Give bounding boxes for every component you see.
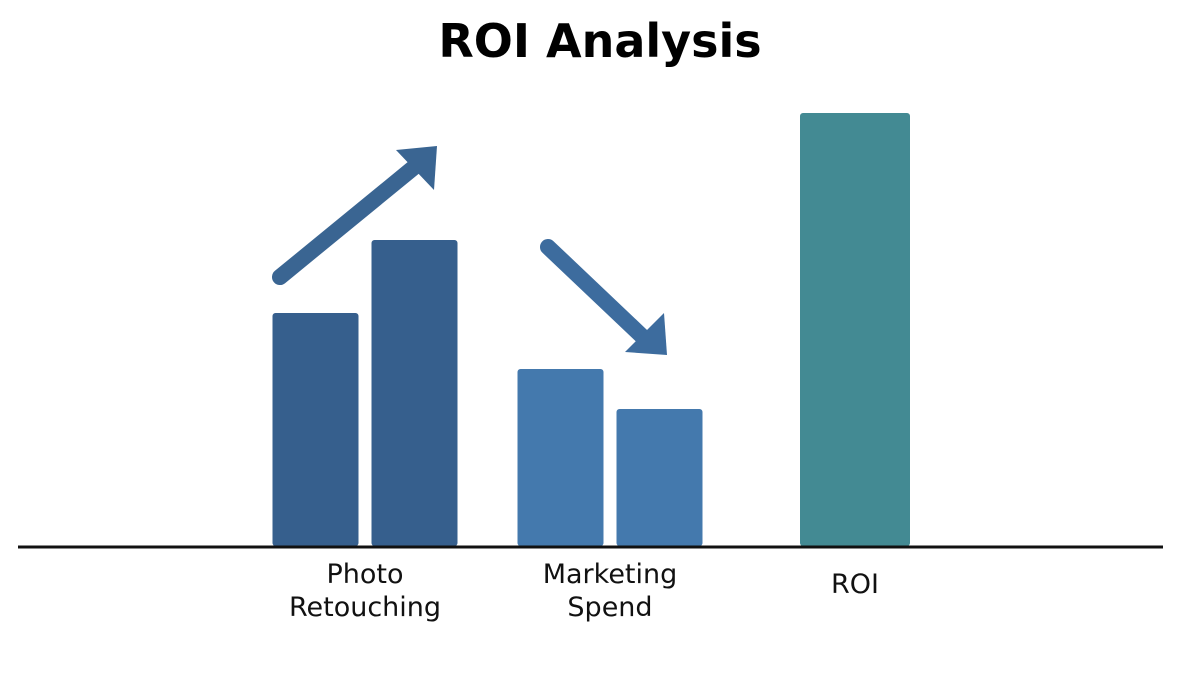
bar [800, 113, 910, 546]
trend-down-arrow [540, 239, 667, 355]
chart-title: ROI Analysis [438, 14, 762, 68]
bar [272, 313, 359, 546]
trend-up-arrow [272, 146, 437, 285]
bar [616, 409, 703, 546]
x-tick-label: ROI [831, 569, 879, 600]
x-tick-label: Marketing Spend [542, 559, 678, 623]
bar [371, 240, 458, 546]
x-tick-label: Photo Retouching [288, 559, 442, 623]
bar [517, 369, 604, 546]
